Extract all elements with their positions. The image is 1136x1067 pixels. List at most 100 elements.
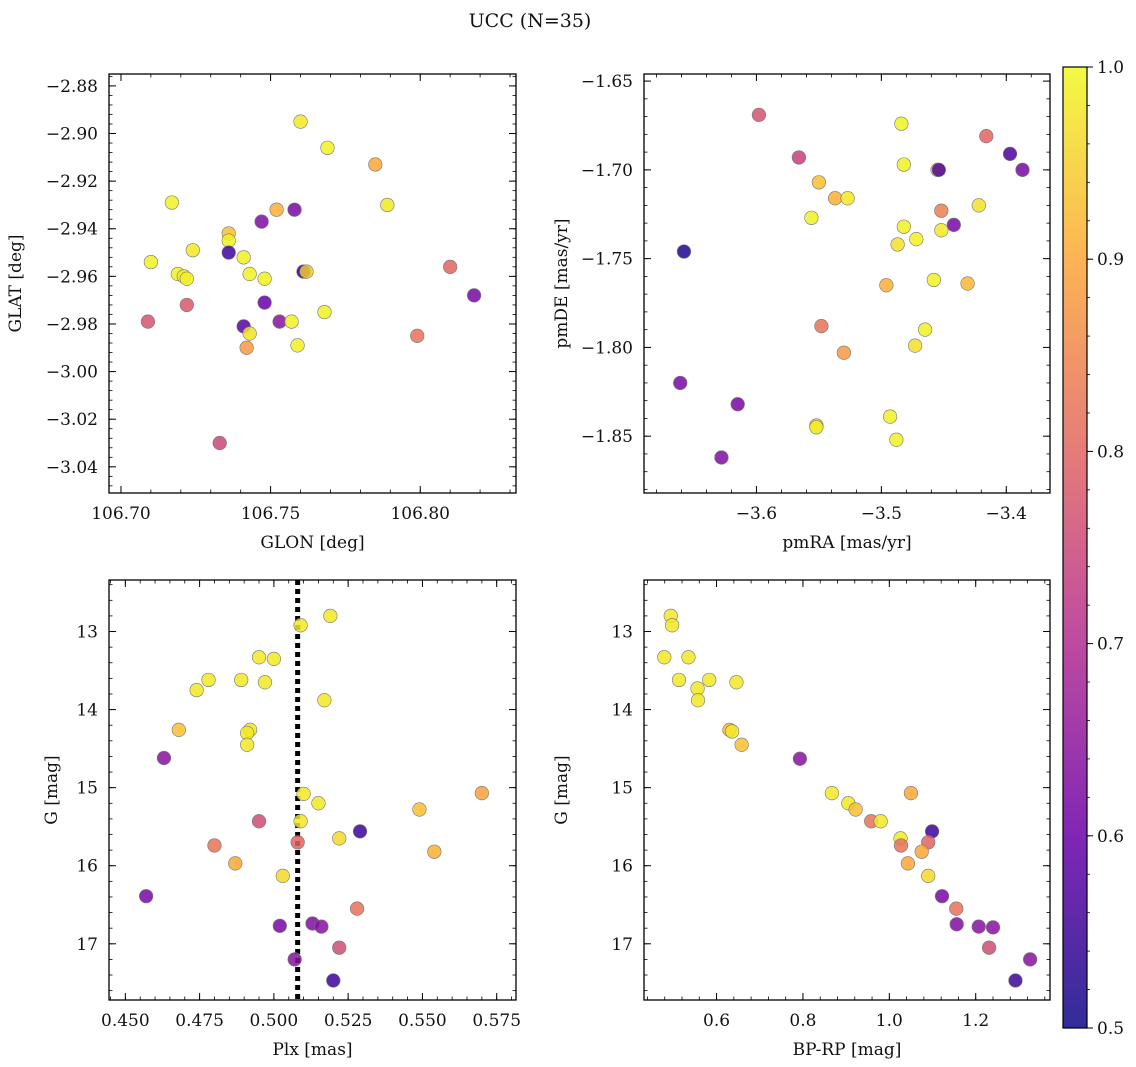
data-point bbox=[317, 304, 332, 320]
x-axis-label: GLON [deg] bbox=[260, 533, 364, 553]
data-point bbox=[240, 737, 255, 752]
data-point bbox=[299, 264, 314, 279]
data-point bbox=[228, 856, 243, 871]
data-point bbox=[664, 618, 680, 633]
data-point bbox=[893, 838, 909, 853]
data-point bbox=[981, 940, 997, 955]
y-tick-label: −2.98 bbox=[46, 315, 98, 335]
data-point bbox=[323, 608, 338, 624]
data-point bbox=[848, 802, 863, 817]
x-tick-label: 0.475 bbox=[175, 1011, 224, 1031]
data-point bbox=[287, 952, 302, 967]
y-axis-label: G [mag] bbox=[42, 755, 62, 824]
x-tick-label: 106.70 bbox=[91, 504, 150, 524]
data-points bbox=[657, 608, 1038, 988]
data-point bbox=[410, 328, 425, 343]
axes-frame bbox=[108, 579, 517, 1001]
data-point bbox=[792, 751, 808, 766]
data-point bbox=[236, 250, 251, 265]
data-point bbox=[673, 375, 688, 391]
data-point bbox=[914, 844, 929, 859]
data-points bbox=[140, 114, 482, 451]
data-point bbox=[320, 140, 335, 155]
data-point bbox=[239, 340, 254, 355]
y-tick-label: 14 bbox=[76, 701, 98, 721]
data-point bbox=[139, 889, 154, 904]
data-point bbox=[284, 314, 299, 329]
x-tick-label: 0.450 bbox=[101, 1011, 150, 1031]
data-point bbox=[332, 831, 347, 846]
data-point bbox=[1015, 162, 1030, 177]
y-tick-label: −2.88 bbox=[46, 77, 98, 97]
colorbar-tick-label: 0.5 bbox=[1097, 1019, 1124, 1039]
data-point bbox=[179, 271, 194, 286]
x-tick-label: −3.6 bbox=[736, 504, 777, 524]
data-point bbox=[894, 116, 909, 131]
data-point bbox=[714, 450, 729, 465]
colorbar-tick-label: 0.7 bbox=[1097, 635, 1124, 655]
data-point bbox=[702, 672, 717, 688]
data-point bbox=[290, 835, 305, 850]
y-tick-label: 13 bbox=[76, 623, 98, 643]
data-point bbox=[900, 856, 916, 871]
x-tick-label: 106.80 bbox=[390, 504, 449, 524]
data-point bbox=[287, 202, 302, 217]
data-point bbox=[949, 917, 964, 932]
data-point bbox=[811, 175, 826, 190]
data-point bbox=[804, 210, 819, 225]
y-tick-label: −1.70 bbox=[581, 161, 633, 181]
data-point bbox=[171, 722, 186, 737]
y-tick-label: 15 bbox=[611, 779, 633, 799]
data-point bbox=[251, 814, 267, 829]
data-point bbox=[380, 197, 395, 213]
data-point bbox=[889, 432, 904, 447]
data-point bbox=[1008, 973, 1023, 988]
data-point bbox=[934, 203, 949, 218]
x-tick-label: 0.6 bbox=[703, 1011, 730, 1031]
x-tick-label: −3.5 bbox=[861, 504, 902, 524]
data-point bbox=[467, 288, 482, 303]
y-tick-label: −1.85 bbox=[581, 427, 633, 447]
data-point bbox=[293, 814, 308, 829]
colorbar-tick-label: 1.0 bbox=[1097, 58, 1124, 78]
data-point bbox=[824, 786, 839, 801]
x-axis-label: pmRA [mas/yr] bbox=[782, 533, 911, 553]
data-point bbox=[317, 693, 332, 708]
data-point bbox=[836, 345, 851, 360]
x-tick-label: 106.75 bbox=[241, 504, 300, 524]
data-point bbox=[671, 672, 687, 688]
data-point bbox=[1023, 952, 1038, 967]
y-tick-label: 14 bbox=[611, 701, 633, 721]
data-points bbox=[139, 608, 489, 988]
data-point bbox=[443, 259, 458, 274]
data-point bbox=[814, 319, 829, 334]
data-point bbox=[934, 889, 950, 904]
panel-4: 0.6 0.8 1.0 1.2 13 14 15 16 17 BP-RP [mag] G [mag] bbox=[552, 579, 1051, 1060]
data-point bbox=[890, 237, 905, 252]
data-point bbox=[873, 814, 888, 829]
data-point bbox=[840, 191, 855, 206]
y-tick-label: 13 bbox=[611, 623, 633, 643]
data-point bbox=[725, 724, 740, 739]
data-point bbox=[809, 420, 824, 435]
data-point bbox=[221, 233, 236, 248]
data-point bbox=[140, 314, 156, 329]
x-tick-label: 0.575 bbox=[472, 1011, 521, 1031]
data-point bbox=[971, 198, 986, 213]
y-tick-label: −3.04 bbox=[46, 458, 98, 478]
x-axis-label: Plx [mas] bbox=[272, 1040, 352, 1060]
data-point bbox=[791, 150, 807, 165]
data-point bbox=[143, 254, 158, 270]
panels: 106.70 106.75 106.80 −3.04 −3.02 −3.00 −2.98 −2… bbox=[6, 72, 1051, 1060]
x-tick-label: 0.500 bbox=[250, 1011, 299, 1031]
y-tick-label: 16 bbox=[76, 857, 98, 877]
data-point bbox=[734, 737, 749, 752]
data-points bbox=[673, 107, 1030, 465]
y-tick-label: −1.80 bbox=[581, 338, 633, 358]
data-point bbox=[189, 682, 204, 698]
data-point bbox=[266, 651, 281, 666]
data-point bbox=[179, 297, 194, 313]
data-point bbox=[234, 672, 249, 688]
